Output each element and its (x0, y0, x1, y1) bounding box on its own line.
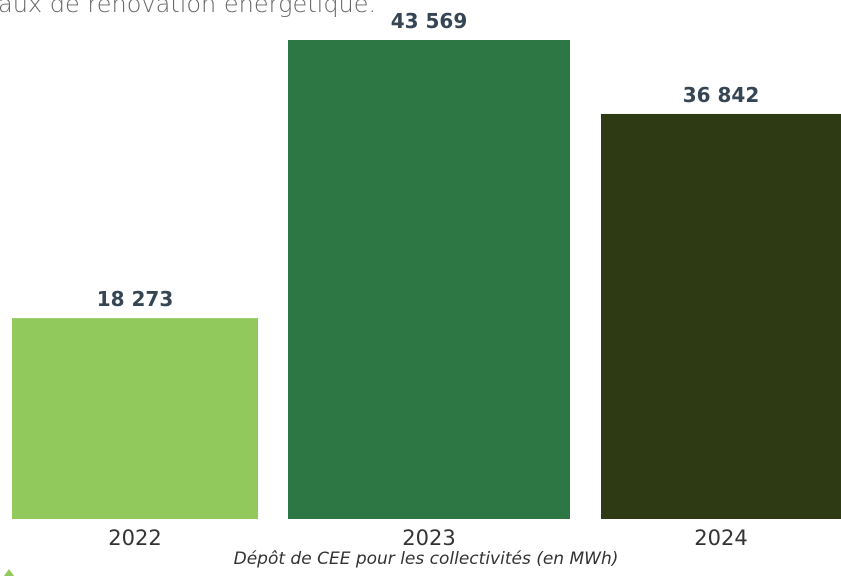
bar (601, 113, 841, 520)
value-label: 43 569 (391, 9, 468, 33)
value-label: 18 273 (97, 287, 174, 311)
heading: aux de rénovation énergétique. (0, 0, 376, 18)
x-tick-label: 2023 (402, 526, 455, 550)
x-tick-label: 2022 (108, 526, 161, 550)
chart-caption: Dépôt de CEE pour les collectivités (en … (234, 549, 619, 569)
bar (12, 318, 258, 519)
value-label: 36 842 (683, 83, 760, 107)
bar (288, 40, 570, 519)
logo-mark (4, 569, 14, 576)
x-tick-label: 2024 (694, 526, 747, 550)
